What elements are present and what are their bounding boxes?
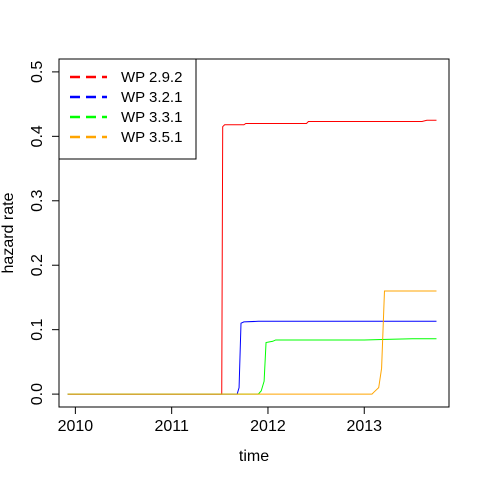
x-tick-label: 2013 [346,418,382,435]
series-layer [67,119,437,395]
legend-label-1: WP 2.9.2 [121,69,182,86]
y-tick-label: 0.3 [29,190,46,212]
legend-label-4: WP 3.5.1 [121,129,182,146]
x-tick-label: 2011 [154,418,189,435]
y-tick-label: 0.0 [29,383,46,405]
series-line-2 [67,320,437,395]
series-line-4 [67,290,437,395]
legend-box [58,58,197,160]
legend-label-2: WP 3.2.1 [121,89,182,106]
y-tick-label: 0.1 [29,318,46,340]
y-tick-label: 0.5 [29,61,46,83]
x-tick-label: 2010 [58,418,94,435]
legend: WP 2.9.2 WP 3.2.1 WP 3.3.1 WP 3.5.1 [58,58,197,160]
y-axis-title: hazard rate [0,192,17,273]
y-tick-label: 0.2 [29,254,46,276]
x-axis-title: time [239,448,269,465]
series-line-1 [67,119,437,395]
legend-entries: WP 2.9.2 WP 3.2.1 WP 3.3.1 WP 3.5.1 [70,69,182,146]
x-tick-label: 2012 [250,418,286,435]
axes-layer: 2010 2011 2012 2013 0.0 0.1 0.2 0.3 0.4 0.5 [29,61,382,435]
series-line-3 [67,338,437,395]
y-tick-label: 0.4 [29,125,46,147]
legend-label-3: WP 3.3.1 [121,109,182,126]
